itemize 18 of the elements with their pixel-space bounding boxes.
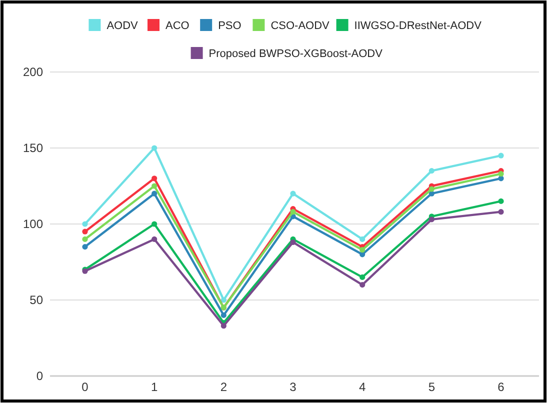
legend-label: IIWGSO-DRestNet-AODV [354, 20, 482, 32]
x-tick-label: 5 [428, 380, 436, 394]
legend-label: ACO [166, 20, 190, 32]
y-tick-label: 50 [30, 293, 44, 308]
x-tick-label: 2 [220, 380, 228, 394]
x-tick-label: 4 [358, 380, 366, 394]
x-tick-label: 1 [150, 380, 158, 394]
y-tick-label: 200 [22, 65, 44, 80]
y-tick-label: 150 [22, 141, 44, 156]
legend-label: CSO-AODV [270, 20, 330, 32]
x-tick-label: 6 [498, 380, 505, 394]
legend-label: Proposed BWPSO-XGBoost-AODV [208, 48, 384, 60]
legend-label: AODV [106, 20, 139, 32]
x-tick-label: 0 [82, 380, 89, 394]
y-tick-label: 100 [22, 217, 44, 232]
legend-label: PSO [218, 20, 242, 32]
y-tick-label: 0 [36, 369, 44, 384]
x-tick-label: 3 [290, 380, 297, 394]
